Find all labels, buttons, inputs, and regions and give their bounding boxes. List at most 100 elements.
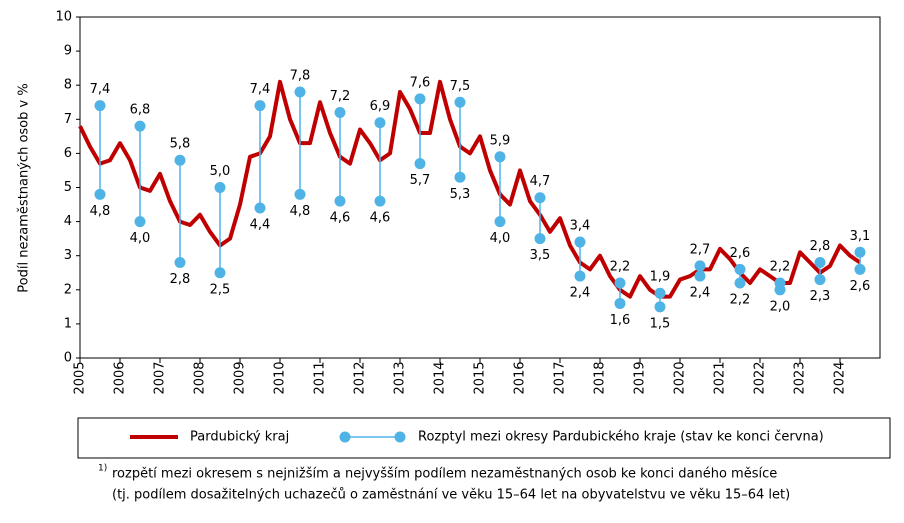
y-tick-label: 6 <box>64 146 72 161</box>
x-tick-label: 2022 <box>753 361 768 394</box>
min-label: 4,0 <box>130 231 151 246</box>
max-label: 6,8 <box>130 103 151 118</box>
range-max <box>374 117 386 129</box>
max-label: 2,2 <box>770 259 791 274</box>
range-min <box>174 257 186 269</box>
min-label: 2,4 <box>570 286 591 301</box>
range-max <box>854 246 866 258</box>
y-tick-label: 0 <box>64 351 72 366</box>
legend-swatch <box>339 431 351 443</box>
max-label: 4,7 <box>530 174 551 189</box>
min-label: 1,6 <box>610 313 631 328</box>
min-label: 2,8 <box>170 272 191 287</box>
y-tick-label: 10 <box>55 10 72 25</box>
legend-label: Pardubický kraj <box>190 430 289 445</box>
range-max <box>814 257 826 269</box>
min-label: 1,5 <box>650 316 671 331</box>
y-tick-label: 2 <box>64 282 72 297</box>
y-tick-label: 1 <box>64 316 72 331</box>
x-tick-label: 2005 <box>73 361 88 394</box>
range-min <box>374 195 386 207</box>
min-label: 3,5 <box>530 248 551 263</box>
y-tick-label: 8 <box>64 78 72 93</box>
max-label: 7,8 <box>290 69 311 84</box>
x-tick-label: 2010 <box>273 361 288 394</box>
min-label: 4,8 <box>290 204 311 219</box>
range-min <box>214 267 226 279</box>
min-label: 4,6 <box>330 211 351 226</box>
x-tick-label: 2016 <box>513 361 528 394</box>
range-min <box>814 274 826 286</box>
x-tick-label: 2019 <box>633 361 648 394</box>
range-min <box>294 188 306 200</box>
max-label: 5,8 <box>170 137 191 152</box>
max-label: 2,6 <box>730 246 751 261</box>
max-label: 7,6 <box>410 75 431 90</box>
max-label: 2,7 <box>690 242 711 257</box>
footnote-line: (tj. podílem dosažitelných uchazečů o za… <box>112 488 790 503</box>
max-label: 3,4 <box>570 219 591 234</box>
footnote-marker: 1) <box>98 464 107 474</box>
range-min <box>334 195 346 207</box>
range-min <box>454 171 466 183</box>
range-max <box>414 93 426 105</box>
max-label: 7,2 <box>330 89 351 104</box>
range-min <box>254 202 266 214</box>
range-min <box>414 158 426 170</box>
x-tick-label: 2007 <box>153 361 168 394</box>
x-tick-label: 2024 <box>833 361 848 394</box>
max-label: 6,9 <box>370 99 391 114</box>
x-tick-label: 2017 <box>553 361 568 394</box>
min-label: 2,0 <box>770 299 791 314</box>
range-max <box>294 86 306 98</box>
range-max <box>694 260 706 272</box>
max-label: 7,4 <box>250 82 271 97</box>
min-label: 2,4 <box>690 286 711 301</box>
range-max <box>94 100 106 112</box>
range-min <box>614 297 626 309</box>
range-min <box>494 216 506 228</box>
plot-frame <box>79 16 881 359</box>
y-tick-label: 3 <box>64 248 72 263</box>
x-tick-label: 2011 <box>313 361 328 394</box>
range-max <box>534 192 546 204</box>
range-max <box>214 182 226 193</box>
range-min <box>134 216 146 228</box>
range-min <box>774 284 786 296</box>
range-max <box>734 263 746 275</box>
footnote-line: rozpětí mezi okresem s nejnižším a nejvy… <box>112 467 777 482</box>
range-max <box>334 106 346 118</box>
range-min <box>94 188 106 200</box>
y-axis-label: Podíl nezaměstnaných osob v % <box>17 83 32 292</box>
max-label: 5,0 <box>210 164 231 179</box>
range-max <box>614 277 626 289</box>
min-label: 5,7 <box>410 173 431 188</box>
x-tick-label: 2015 <box>473 361 488 394</box>
x-tick-label: 2013 <box>393 361 408 394</box>
range-min <box>654 301 666 313</box>
range-max <box>134 120 146 132</box>
x-tick-label: 2014 <box>433 361 448 394</box>
min-label: 5,3 <box>450 187 471 202</box>
max-label: 3,1 <box>850 229 871 244</box>
range-max <box>454 96 466 108</box>
min-label: 4,8 <box>90 204 111 219</box>
min-label: 4,6 <box>370 211 391 226</box>
min-label: 2,3 <box>810 289 831 304</box>
x-tick-label: 2020 <box>673 361 688 394</box>
range-min <box>534 233 546 245</box>
y-tick-label: 7 <box>64 112 72 127</box>
y-tick-label: 5 <box>64 180 72 195</box>
y-tick-label: 4 <box>64 214 72 229</box>
max-label: 7,5 <box>450 79 471 94</box>
min-label: 2,2 <box>730 292 751 307</box>
max-label: 2,2 <box>610 259 631 274</box>
range-min <box>854 263 866 275</box>
max-label: 5,9 <box>490 133 511 148</box>
x-tick-label: 2008 <box>193 361 208 394</box>
x-tick-label: 2021 <box>713 361 728 394</box>
line-series <box>78 79 862 299</box>
x-tick-label: 2018 <box>593 361 608 394</box>
legend-swatch <box>394 431 406 443</box>
